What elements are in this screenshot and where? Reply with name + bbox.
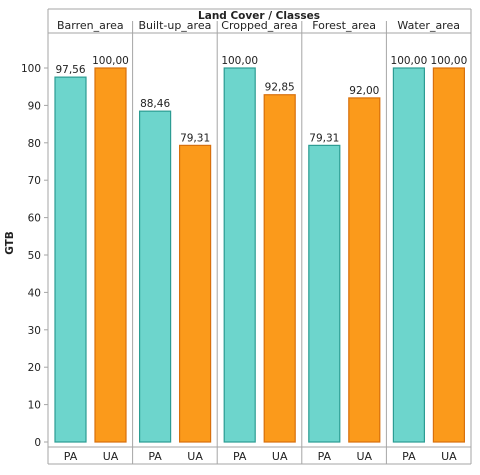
y-axis-label: GTB xyxy=(4,231,16,255)
bar-pa xyxy=(308,144,341,443)
panel-label: Barren_area xyxy=(57,19,124,32)
bar-value-label: 79,31 xyxy=(309,132,339,144)
y-tick-label: 90 xyxy=(28,100,41,112)
y-tick-label: 20 xyxy=(28,362,41,374)
bar-value-label: 88,46 xyxy=(140,98,170,110)
x-category-label: PA xyxy=(148,450,162,463)
y-tick-label: 80 xyxy=(28,138,41,150)
x-category-label: PA xyxy=(64,450,78,463)
x-category-label: UA xyxy=(272,450,288,463)
bar-value-label: 92,85 xyxy=(265,82,295,94)
panel-label: Water_area xyxy=(397,19,460,32)
y-tick-label: 50 xyxy=(28,250,41,262)
bar-pa xyxy=(54,76,87,443)
bar-ua xyxy=(348,97,381,443)
x-category-label: UA xyxy=(103,450,119,463)
y-tick-label: 70 xyxy=(28,175,41,187)
y-tick-label: 40 xyxy=(28,287,41,299)
panel-label: Built-up_area xyxy=(138,19,211,32)
bar-value-label: 100,00 xyxy=(92,55,129,67)
bar-value-label: 100,00 xyxy=(431,55,468,67)
y-tick-label: 10 xyxy=(28,400,41,412)
bar-ua xyxy=(432,67,465,443)
y-tick-label: 60 xyxy=(28,213,41,225)
y-tick-label: 0 xyxy=(34,437,41,449)
x-category-label: UA xyxy=(187,450,203,463)
x-category-label: UA xyxy=(441,450,457,463)
y-axis: 0 10 20 30 40 50 60 70 80 90 100 xyxy=(21,63,48,449)
x-axis: PA UA PA UA PA UA PA UA PA UA xyxy=(64,450,457,463)
y-tick-label: 100 xyxy=(21,63,41,75)
bar-value-label: 79,31 xyxy=(180,132,210,144)
bar-ua xyxy=(94,67,127,443)
bar-pa xyxy=(139,110,172,443)
bar-pa xyxy=(392,67,425,443)
x-category-label: UA xyxy=(357,450,373,463)
x-category-label: PA xyxy=(318,450,332,463)
panels: Barren_area Built-up_area Cropped_area Fore… xyxy=(57,19,460,464)
chart-title: Land Cover / Classes xyxy=(198,10,320,22)
bar-value-label: 92,00 xyxy=(349,85,379,97)
bar-value-label: 100,00 xyxy=(221,55,258,67)
x-category-label: PA xyxy=(402,450,416,463)
chart-frame xyxy=(47,8,472,465)
bar-value-label: 100,00 xyxy=(391,55,428,67)
bars: 97,56 100,00 88,46 79,31 100,00 92,85 79,31 92,… xyxy=(54,55,468,443)
bar-value-label: 97,56 xyxy=(55,64,85,76)
x-category-label: PA xyxy=(233,450,247,463)
bar-ua xyxy=(263,94,296,443)
panel-label: Forest_area xyxy=(312,19,376,32)
bar-pa xyxy=(223,67,256,443)
panel-label: Cropped_area xyxy=(221,19,297,32)
y-tick-label: 30 xyxy=(28,325,41,337)
bar-ua xyxy=(179,144,212,443)
